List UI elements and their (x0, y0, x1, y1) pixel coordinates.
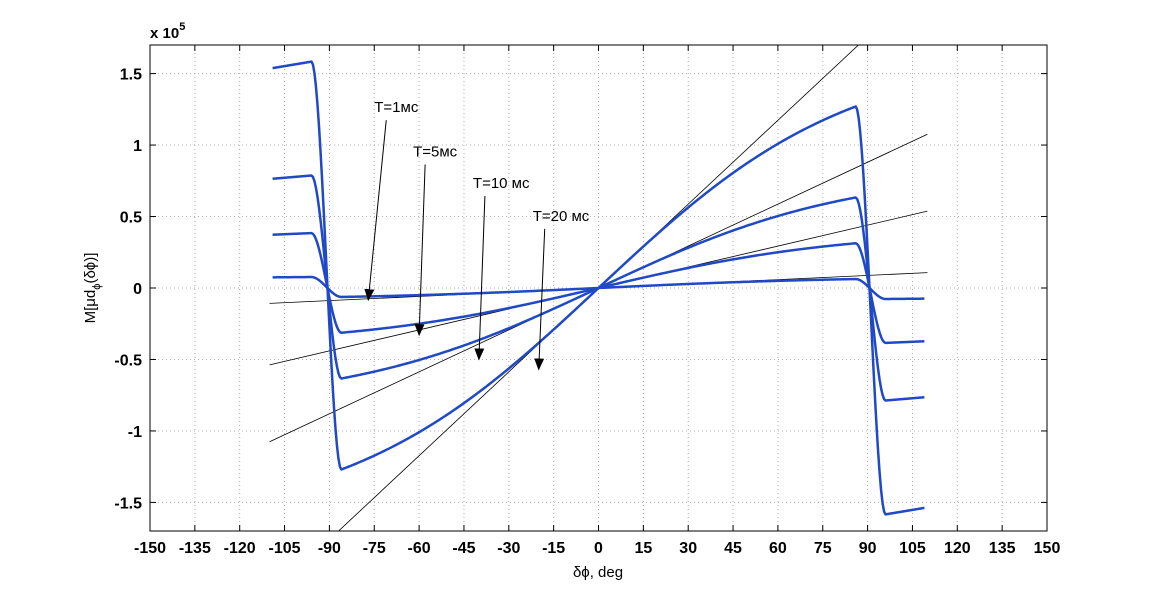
x-tick-label: 105 (899, 540, 926, 557)
y-tick-label: 1.5 (120, 67, 142, 84)
x-tick-label: -150 (134, 540, 166, 557)
annotation-arrow (474, 195, 486, 361)
x-tick-label: 45 (724, 540, 742, 557)
y-tick-label: -1 (128, 424, 142, 441)
x-tick-label: 150 (1034, 540, 1061, 557)
x-tick-label: 15 (634, 540, 652, 557)
y-tick-label: 1 (133, 138, 142, 155)
x-tick-label: -60 (408, 540, 431, 557)
annotation-arrow (414, 164, 426, 337)
annotation-label: T=20 мс (533, 208, 590, 225)
curve-line (272, 60, 925, 516)
x-tick-label: 135 (989, 540, 1016, 557)
exponent-label: x 105 (150, 21, 185, 42)
y-ticks: -1.5 -1 -0.5 0 0.5 1 1.5 (114, 67, 1047, 512)
x-tick-label: -90 (318, 540, 341, 557)
x-tick-label: -135 (179, 540, 211, 557)
x-tick-label: -30 (497, 540, 520, 557)
y-tick-label: -1.5 (114, 495, 142, 512)
x-tick-label: 30 (679, 540, 697, 557)
x-tick-label: 0 (594, 540, 603, 557)
y-tick-label: 0.5 (120, 210, 142, 227)
x-axis-label: δϕ, deg (573, 564, 623, 581)
annotation-label: T=1мс (374, 99, 419, 116)
annotation-arrow (534, 228, 546, 371)
annotations: T=1мс T=5мс T=10 мсT=20 мс (364, 99, 590, 371)
annotation-label: T=5мс (413, 143, 458, 160)
x-tick-label: -75 (363, 540, 386, 557)
x-tick-label: -15 (542, 540, 565, 557)
x-ticks: -150 -135 -120 -105 -90 -75 -60 -45 -30 -15 0 15 30 4… (134, 45, 1060, 557)
x-tick-label: -105 (269, 540, 301, 557)
annotation-label: T=10 мс (473, 175, 530, 192)
curve-series (272, 60, 925, 516)
x-tick-label: 60 (769, 540, 787, 557)
y-axis-label: M[μdϕ(δϕ)] (82, 253, 103, 324)
x-tick-label: 90 (859, 540, 877, 557)
y-tick-label: -0.5 (114, 352, 142, 369)
x-tick-label: 120 (944, 540, 971, 557)
x-tick-label: -120 (224, 540, 256, 557)
y-tick-label: 0 (133, 281, 142, 298)
annotation-arrow (364, 120, 387, 302)
x-tick-label: -45 (452, 540, 475, 557)
x-tick-label: 75 (814, 540, 832, 557)
